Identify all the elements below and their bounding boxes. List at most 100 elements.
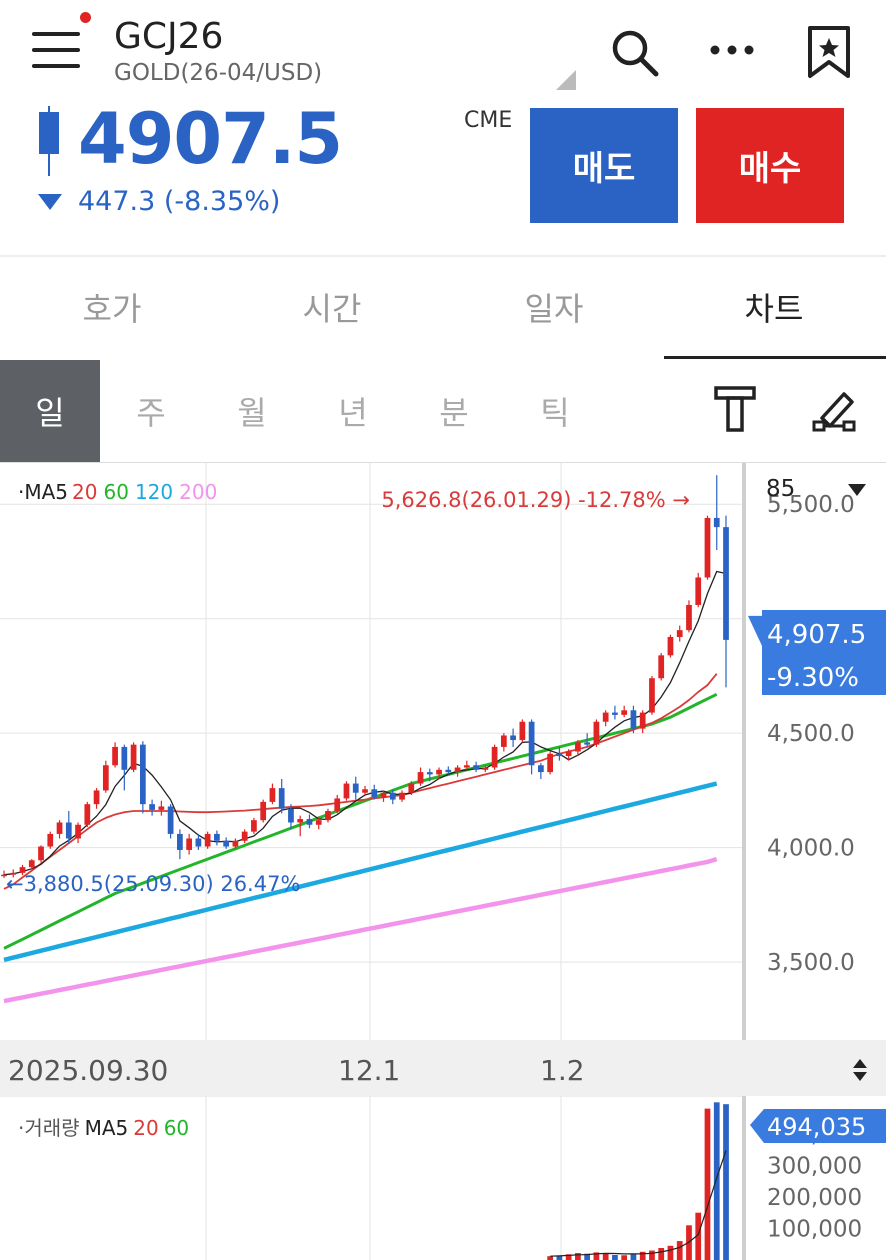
- candle-body: [510, 735, 516, 741]
- candle-body: [686, 604, 692, 631]
- period-week[interactable]: 주: [136, 394, 166, 432]
- candle-body: [177, 833, 183, 850]
- candle-body: [519, 721, 526, 741]
- candle: [556, 746, 563, 761]
- candle-body: [65, 822, 72, 839]
- candle: [667, 634, 674, 658]
- volume-bar: [630, 1253, 637, 1260]
- candle: [362, 785, 368, 796]
- volume-bar: [723, 1104, 729, 1260]
- candle-body: [325, 811, 331, 821]
- price-chart[interactable]: 5,500.0 4,500.0 4,000.0 3,500.0 5,626.8(26.0…: [0, 463, 886, 1260]
- candle-body: [56, 822, 63, 834]
- tab-orderbook[interactable]: 호가: [82, 290, 142, 328]
- candle-body: [630, 710, 637, 729]
- volume-ma20-label: 20: [133, 1116, 159, 1140]
- candle-body: [658, 655, 665, 679]
- candle-body: [473, 765, 479, 770]
- ma-legend: ·MA5 20 60 120 200: [18, 480, 223, 504]
- menu-icon[interactable]: [32, 28, 82, 74]
- period-day[interactable]: 일: [0, 360, 100, 462]
- candle: [214, 830, 220, 846]
- y-tick-label: 4,500.0: [767, 721, 855, 747]
- candle-body: [139, 744, 146, 805]
- volume-bar: [584, 1253, 591, 1260]
- candle: [139, 741, 146, 814]
- volume-tick-label: 300,000: [767, 1153, 862, 1179]
- volume-bar: [649, 1250, 655, 1260]
- date-axis[interactable]: [0, 1040, 886, 1096]
- volume-ma5-label: MA5: [84, 1116, 129, 1140]
- candle-body: [167, 806, 174, 834]
- candle: [463, 760, 470, 770]
- period-month[interactable]: 월: [237, 394, 267, 432]
- candle: [204, 831, 211, 849]
- period-tick[interactable]: 틱: [540, 394, 570, 432]
- more-icon[interactable]: [706, 32, 758, 72]
- ma200-label: 200: [179, 480, 218, 504]
- candle: [639, 710, 646, 734]
- y-tick-label: 4,000.0: [767, 836, 855, 862]
- volume-bar: [593, 1252, 600, 1260]
- draw-tool-icon[interactable]: [810, 384, 860, 438]
- candle: [65, 811, 72, 844]
- candle: [612, 705, 618, 720]
- candle: [713, 475, 720, 551]
- volume-bar: [547, 1256, 553, 1260]
- candle: [167, 804, 174, 839]
- candle-body: [491, 746, 498, 768]
- divider: [0, 255, 886, 257]
- candle: [584, 733, 591, 747]
- volume-bar: [695, 1212, 702, 1260]
- candle-body: [399, 792, 405, 800]
- candle-body: [232, 840, 239, 847]
- bookmark-icon[interactable]: [804, 24, 854, 84]
- sell-button[interactable]: 매도: [530, 108, 678, 223]
- scale-value[interactable]: 85: [766, 476, 796, 502]
- candle: [315, 816, 322, 830]
- candle-body: [593, 721, 600, 745]
- candle: [695, 572, 702, 608]
- candle: [10, 869, 17, 878]
- tab-daily[interactable]: 일자: [524, 290, 584, 328]
- candle: [399, 790, 405, 802]
- candle-body: [723, 527, 729, 640]
- dropdown-arrow-icon[interactable]: [848, 484, 866, 496]
- candle-body: [417, 772, 424, 784]
- candle-body: [121, 746, 128, 770]
- volume-bar: [565, 1254, 572, 1260]
- candle-body: [149, 804, 155, 810]
- volume-ma60-label: 60: [163, 1116, 190, 1140]
- tab-time[interactable]: 시간: [302, 290, 362, 328]
- period-year[interactable]: 년: [338, 394, 368, 432]
- buy-button[interactable]: 매수: [696, 108, 844, 223]
- candle: [723, 515, 729, 688]
- exchange-label: CME: [464, 108, 513, 133]
- search-icon[interactable]: [608, 26, 662, 84]
- candle: [389, 789, 396, 805]
- candle-body: [130, 744, 137, 770]
- candle: [649, 675, 655, 715]
- candle: [241, 829, 248, 844]
- candle-body: [93, 790, 100, 805]
- candle: [417, 767, 424, 786]
- corner-indicator-icon: [556, 70, 576, 90]
- indicator-tool-icon[interactable]: [712, 384, 758, 438]
- volume-bar: [658, 1248, 665, 1260]
- candle: [704, 515, 711, 580]
- tab-chart[interactable]: 차트: [744, 290, 804, 328]
- candle: [593, 719, 600, 747]
- candle: [288, 804, 294, 830]
- candle-body: [10, 872, 17, 875]
- price-change: 447.3 (-8.35%): [78, 186, 281, 217]
- high-annotation: 5,626.8(26.01.29) -12.78% →: [381, 488, 690, 512]
- candle-body: [704, 517, 711, 578]
- candle: [500, 733, 507, 752]
- candle-body: [621, 710, 628, 715]
- period-minute[interactable]: 분: [439, 394, 469, 432]
- candle-body: [454, 767, 461, 773]
- candle-body: [463, 765, 470, 768]
- divider: [0, 462, 886, 463]
- candle: [380, 790, 387, 802]
- sort-updown-icon[interactable]: [852, 1058, 868, 1086]
